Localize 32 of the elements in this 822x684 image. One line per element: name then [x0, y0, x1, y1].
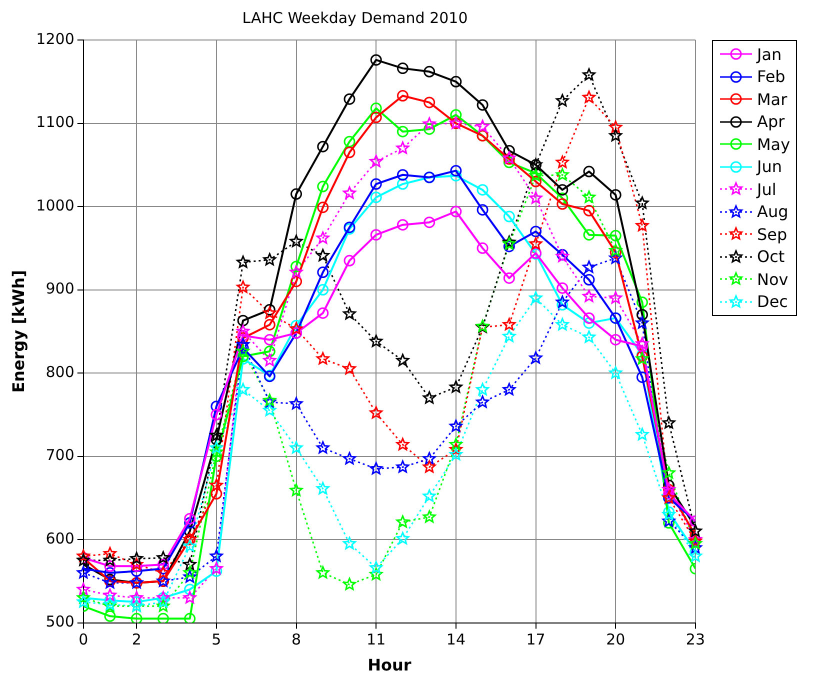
legend-label: Nov: [757, 270, 788, 289]
x-tick-label: 0: [78, 630, 88, 649]
legend-label: Oct: [757, 247, 785, 266]
y-tick-label: 1100: [36, 113, 74, 132]
y-tick-label: 800: [46, 362, 74, 381]
x-tick-label: 11: [366, 630, 386, 649]
legend-label: Jan: [757, 44, 782, 64]
x-tick-label: 8: [292, 630, 302, 649]
x-tick-label: 17: [526, 630, 546, 649]
legend-label: May: [757, 134, 790, 154]
x-tick-label: 5: [212, 630, 222, 649]
legend-label: Feb: [757, 67, 786, 86]
x-axis-title: Hour: [368, 656, 412, 675]
legend-label: Mar: [757, 90, 788, 109]
legend-label: Sep: [757, 224, 788, 244]
y-tick-label: 1000: [36, 196, 74, 214]
y-tick-label: 500: [46, 612, 74, 631]
legend-label: Jun: [757, 157, 782, 176]
y-axis-title: Energy [kWh]: [8, 270, 28, 393]
x-tick-label: 20: [606, 630, 626, 649]
x-tick-label: 23: [686, 630, 706, 649]
y-tick-label: 1200: [36, 30, 74, 48]
y-tick-label: 900: [46, 280, 74, 298]
y-tick-label: 700: [46, 446, 74, 464]
legend-label: Apr: [757, 112, 785, 132]
x-tick-label: 2: [132, 630, 142, 649]
chart-title: LAHC Weekday Demand 2010: [242, 8, 468, 27]
x-tick-label: 14: [446, 630, 466, 649]
legend-label: Jul: [757, 180, 776, 199]
legend-label: Dec: [757, 292, 788, 312]
y-tick-label: 600: [46, 529, 74, 548]
legend-label: Aug: [757, 202, 788, 222]
